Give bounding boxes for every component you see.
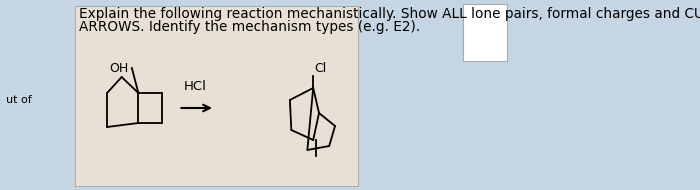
Text: Explain the following reaction mechanistically. Show ALL lone pairs, formal char: Explain the following reaction mechanist…	[79, 7, 700, 21]
Text: HCl: HCl	[184, 80, 206, 93]
Polygon shape	[463, 4, 507, 61]
Text: Cl: Cl	[314, 62, 327, 75]
Text: OH: OH	[109, 62, 128, 74]
Text: ARROWS. Identify the mechanism types (e.g. E2).: ARROWS. Identify the mechanism types (e.…	[79, 20, 420, 34]
Text: ut of: ut of	[6, 95, 32, 105]
Polygon shape	[76, 6, 358, 186]
